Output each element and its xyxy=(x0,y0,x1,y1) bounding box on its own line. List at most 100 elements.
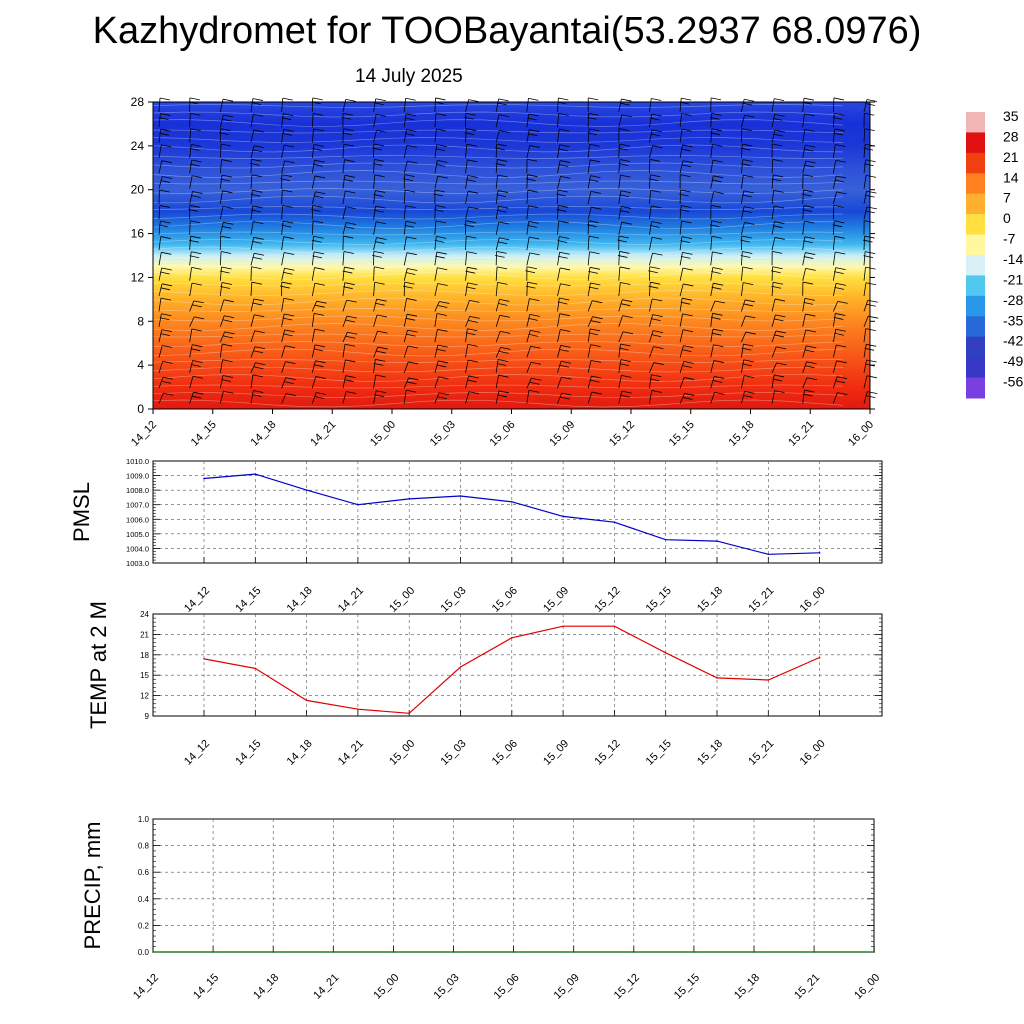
x-tick-label: 15_00 xyxy=(387,738,417,768)
wind-barb xyxy=(465,159,478,174)
wind-barb xyxy=(219,375,234,389)
wind-barb xyxy=(771,158,783,174)
wind-barb xyxy=(679,205,692,220)
wind-barb xyxy=(403,97,416,112)
x-tick-label: 14_12 xyxy=(129,419,159,449)
wind-barb xyxy=(219,174,233,189)
wind-barb xyxy=(557,251,570,266)
wind-barb xyxy=(311,392,327,404)
wind-barb xyxy=(434,328,448,343)
wind-barb xyxy=(587,190,601,205)
wind-barb xyxy=(557,236,570,251)
wind-barb xyxy=(403,298,417,312)
wind-barb xyxy=(679,345,694,358)
wind-barb xyxy=(219,128,231,143)
wind-barb xyxy=(250,362,266,373)
wind-barb xyxy=(710,97,722,112)
wind-barb xyxy=(587,143,600,158)
wind-barb xyxy=(587,328,601,343)
contour-line xyxy=(152,333,844,338)
wind-barb xyxy=(525,281,538,297)
wind-barb xyxy=(618,114,632,128)
pmsl-data-point xyxy=(562,515,564,518)
wind-barb xyxy=(586,220,599,235)
wind-barb xyxy=(771,205,785,220)
wind-barb xyxy=(342,143,354,158)
wind-barb xyxy=(679,297,693,312)
y-tick-label: 24 xyxy=(131,139,145,153)
wind-barb xyxy=(740,359,754,373)
wind-barb xyxy=(373,98,386,112)
wind-barb xyxy=(802,160,816,174)
wind-barb xyxy=(373,358,386,373)
wind-barb xyxy=(710,175,724,189)
wind-barb xyxy=(618,206,632,220)
wind-barb xyxy=(617,235,629,251)
wind-barb xyxy=(587,266,601,281)
wind-barb xyxy=(434,267,448,281)
y-tick-label: 4 xyxy=(137,358,144,372)
colorbar-label: -49 xyxy=(1003,353,1023,369)
wind-barb xyxy=(403,236,417,251)
temp-data-point xyxy=(613,625,616,628)
temp-data-point xyxy=(459,666,462,668)
wind-barb xyxy=(434,313,447,327)
wind-barb xyxy=(771,250,783,266)
wind-barb xyxy=(710,328,724,343)
wind-barb xyxy=(802,129,815,143)
wind-barb xyxy=(771,374,785,389)
contour-line xyxy=(152,195,844,204)
wind-barb xyxy=(526,158,538,174)
wind-barb xyxy=(250,113,264,128)
wind-barb xyxy=(618,374,632,389)
colorbar-label: -35 xyxy=(1003,312,1023,328)
wind-barb xyxy=(740,266,753,281)
wind-barb xyxy=(311,204,323,220)
wind-barb xyxy=(219,190,233,205)
wind-barb xyxy=(495,359,509,373)
wind-barb xyxy=(557,283,571,297)
colorbar-segment xyxy=(966,336,985,358)
wind-barb xyxy=(219,221,234,235)
y-tick-label: 0 xyxy=(137,402,144,416)
wind-barb xyxy=(526,345,541,358)
wind-barb xyxy=(771,237,785,251)
wind-barb xyxy=(832,191,847,205)
wind-barb xyxy=(465,143,477,158)
y-tick-label: 1008.0 xyxy=(126,486,149,495)
contour-line xyxy=(152,257,844,261)
wind-barb xyxy=(158,144,172,158)
colorbar-segment xyxy=(966,255,985,276)
wind-barb xyxy=(189,267,202,281)
y-tick-label: 16 xyxy=(131,227,145,241)
wind-barb xyxy=(250,189,263,205)
wind-barb xyxy=(495,347,511,358)
contour-line xyxy=(152,264,844,271)
wind-barb xyxy=(495,374,509,389)
wind-barb xyxy=(311,191,326,205)
colorbar-segment xyxy=(966,234,985,256)
wind-barb xyxy=(495,98,509,112)
x-tick-label: 16_00 xyxy=(798,738,828,768)
temp-data-point xyxy=(511,637,513,639)
wind-barb xyxy=(649,129,663,143)
wind-barb xyxy=(465,328,478,343)
y-tick-label: 1003.0 xyxy=(126,559,149,568)
contour-line xyxy=(152,180,844,185)
contour-line xyxy=(152,239,844,245)
wind-barb xyxy=(740,206,755,220)
x-tick-label: 14_15 xyxy=(189,419,219,449)
wind-barb xyxy=(832,97,844,112)
wind-barb xyxy=(802,97,815,112)
wind-barb xyxy=(465,175,478,189)
wind-barb xyxy=(158,313,172,327)
contour-line xyxy=(152,315,844,322)
colorbar-label: 7 xyxy=(1003,190,1011,206)
wind-barb xyxy=(618,98,632,112)
wind-barb xyxy=(587,251,600,266)
wind-barb xyxy=(679,283,694,297)
wind-barb xyxy=(189,375,204,389)
wind-barb xyxy=(557,297,570,312)
contour-line xyxy=(152,392,844,398)
wind-barb xyxy=(710,300,726,312)
